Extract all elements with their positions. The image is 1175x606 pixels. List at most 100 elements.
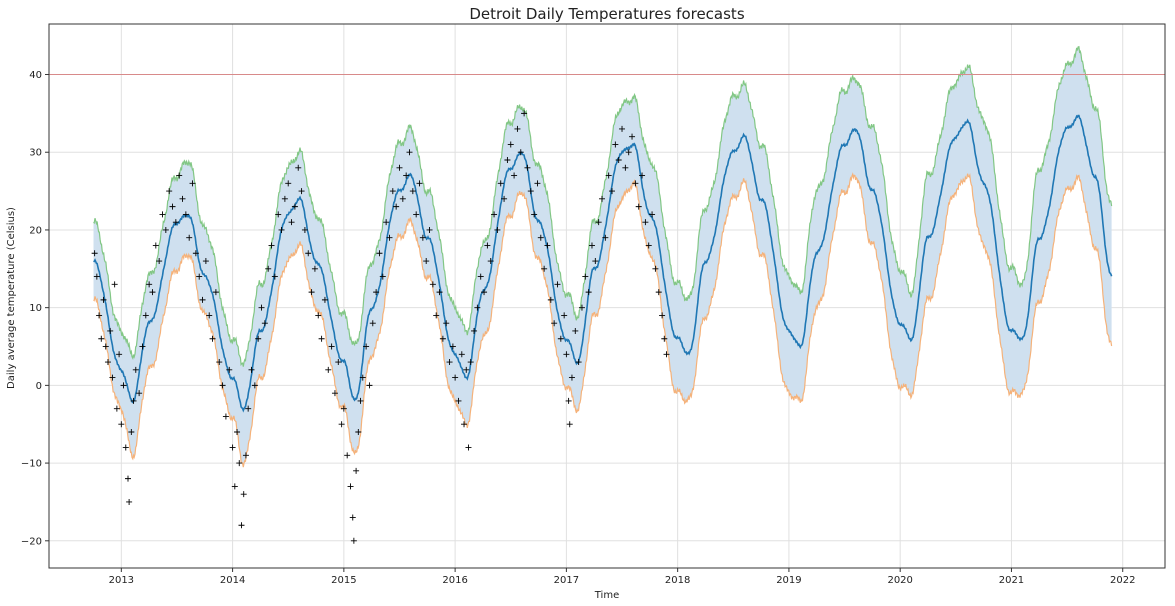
- observed-point: [598, 195, 605, 202]
- observed-point: [501, 195, 508, 202]
- x-tick-label: 2013: [109, 575, 134, 586]
- observed-point: [436, 289, 443, 296]
- observed-point: [551, 320, 558, 327]
- observed-point: [209, 335, 216, 342]
- observed-point: [629, 133, 636, 140]
- observed-point: [413, 211, 420, 218]
- observed-point: [383, 219, 390, 226]
- observed-point: [544, 242, 551, 249]
- observed-point: [494, 226, 501, 233]
- plot-frame: [48, 23, 1166, 569]
- observed-point: [229, 444, 236, 451]
- observed-point: [288, 219, 295, 226]
- observed-point: [146, 281, 153, 288]
- observed-point: [98, 335, 105, 342]
- uncertainty-band: [93, 46, 1112, 468]
- observed-point: [521, 110, 528, 117]
- observed-point: [471, 327, 478, 334]
- observed-point: [517, 149, 524, 156]
- observed-point: [433, 312, 440, 319]
- lower-bound-line: [93, 172, 1113, 468]
- observed-point: [439, 335, 446, 342]
- observed-point: [212, 289, 219, 296]
- observed-point: [344, 452, 351, 459]
- observed-point: [238, 522, 245, 529]
- observed-point: [328, 343, 335, 350]
- observed-point: [231, 483, 238, 490]
- x-tick-label: 2016: [442, 575, 467, 586]
- forecast-line-group: [93, 114, 1113, 413]
- observed-point: [514, 125, 521, 132]
- observed-point: [409, 188, 416, 195]
- observed-point: [245, 405, 252, 412]
- observed-point: [622, 164, 629, 171]
- observed-points: [91, 110, 670, 544]
- observed-point: [661, 335, 668, 342]
- observed-point: [379, 273, 386, 280]
- observed-point: [142, 312, 149, 319]
- observed-point: [325, 366, 332, 373]
- observed-point: [176, 172, 183, 179]
- observed-point: [169, 203, 176, 210]
- observed-point: [649, 211, 656, 218]
- observed-point: [236, 460, 243, 467]
- observed-point: [179, 195, 186, 202]
- observed-point: [96, 312, 103, 319]
- observed-point: [261, 320, 268, 327]
- observed-point: [240, 491, 247, 498]
- observed-point: [295, 164, 302, 171]
- observed-point: [321, 296, 328, 303]
- uncertainty-band-area: [93, 46, 1112, 468]
- observed-point: [166, 188, 173, 195]
- x-tick-label: 2015: [331, 575, 356, 586]
- observed-point: [547, 296, 554, 303]
- y-axis-label: Daily average temperature (Celsius): [6, 207, 17, 389]
- observed-point: [285, 180, 292, 187]
- x-tick-label: 2014: [220, 575, 245, 586]
- observed-point: [159, 211, 166, 218]
- observed-point: [182, 211, 189, 218]
- observed-point: [605, 172, 612, 179]
- observed-point: [308, 289, 315, 296]
- observed-point: [507, 141, 514, 148]
- observed-point: [563, 351, 570, 358]
- observed-point: [128, 429, 135, 435]
- observed-point: [481, 289, 488, 296]
- observed-point: [363, 343, 370, 350]
- x-tick-label: 2020: [887, 575, 912, 586]
- observed-point: [615, 157, 622, 163]
- observed-point: [592, 258, 599, 265]
- observed-point: [265, 265, 272, 272]
- observed-point: [491, 211, 498, 218]
- observed-point: [93, 273, 100, 280]
- observed-point: [359, 374, 366, 381]
- observed-point: [477, 273, 484, 280]
- observed-point: [124, 475, 131, 482]
- observed-point: [100, 296, 107, 303]
- y-axis-ticks: −20 −10 0 10 20 30 40: [21, 70, 49, 547]
- observed-point: [347, 483, 354, 490]
- observed-point: [554, 281, 561, 288]
- observed-point: [113, 405, 120, 412]
- observed-point: [242, 452, 249, 459]
- observed-point: [487, 258, 494, 265]
- y-tick-label: 30: [29, 148, 42, 159]
- observed-point: [162, 226, 169, 233]
- y-tick-label: 20: [29, 225, 42, 236]
- observed-point: [350, 537, 357, 544]
- observed-point: [318, 335, 325, 342]
- observed-point: [196, 273, 203, 280]
- observed-point: [527, 188, 534, 195]
- observed-point: [426, 226, 433, 233]
- observed-point: [268, 242, 275, 249]
- observed-point: [419, 234, 426, 241]
- observed-point: [305, 250, 312, 257]
- observed-point: [461, 421, 468, 428]
- observed-point: [511, 172, 518, 179]
- observed-point: [645, 242, 652, 249]
- observed-point: [373, 289, 380, 296]
- observed-point: [152, 242, 159, 249]
- observed-point: [251, 382, 258, 389]
- y-tick-label: −20: [21, 536, 42, 547]
- observed-point: [484, 242, 491, 249]
